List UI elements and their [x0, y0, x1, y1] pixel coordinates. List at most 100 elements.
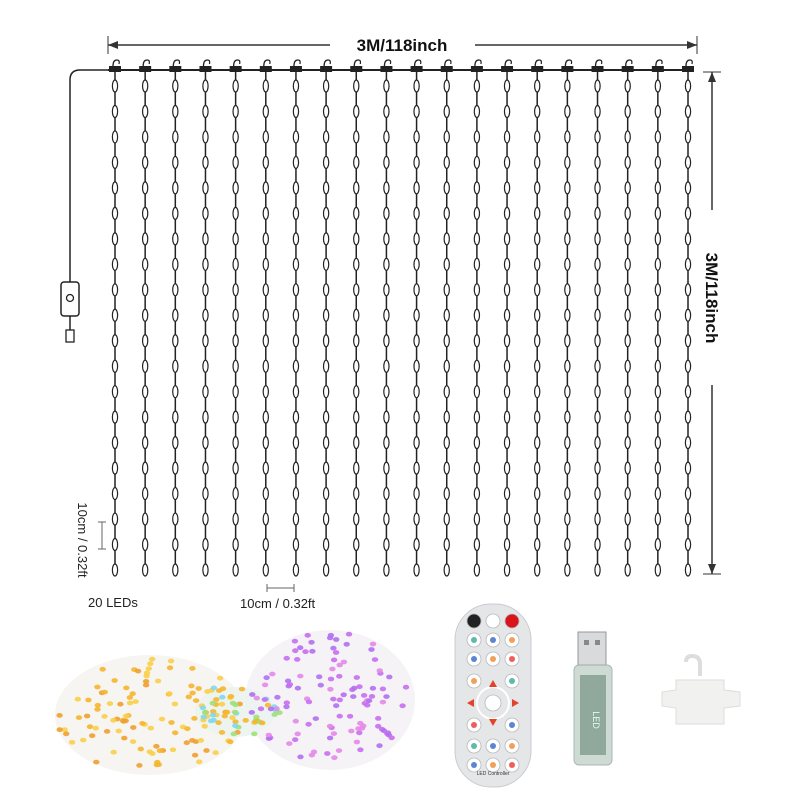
coil-led	[86, 724, 94, 730]
coil-led	[122, 718, 129, 724]
coil-led	[188, 683, 195, 689]
led-bulb	[624, 104, 631, 119]
coil-led	[316, 674, 323, 680]
coil-led	[227, 739, 234, 745]
led-bulb	[534, 563, 541, 577]
coil-led	[99, 666, 106, 672]
coil-led	[215, 720, 222, 726]
arrow-up-icon	[489, 680, 497, 687]
led-bulb	[232, 436, 239, 450]
coil-led	[388, 735, 395, 741]
led-bulb	[202, 155, 209, 170]
coil-led	[310, 749, 318, 755]
coil-led	[274, 694, 281, 700]
mode-icon[interactable]	[485, 613, 501, 629]
led-bulb	[262, 232, 269, 246]
coil-led	[94, 707, 101, 712]
coil-led	[167, 658, 175, 664]
coil-led	[229, 715, 236, 721]
led-bulb	[624, 206, 631, 220]
led-bulb	[443, 512, 450, 526]
coil-led	[335, 748, 343, 753]
led-bulb	[141, 130, 149, 144]
led-bulb	[684, 385, 692, 399]
inline-controller-box	[60, 281, 80, 317]
ok-button[interactable]	[484, 694, 502, 712]
led-bulb	[262, 257, 269, 271]
led-bulb	[473, 181, 481, 195]
led-bulb	[383, 563, 390, 577]
led-bulb	[473, 79, 481, 93]
led-bulb	[443, 461, 450, 475]
led-bulb	[322, 461, 330, 475]
coil-led	[110, 749, 117, 755]
led-bulb	[292, 257, 300, 271]
led-bulb	[353, 512, 360, 526]
coil-led	[92, 725, 100, 731]
led-bulb	[292, 563, 300, 577]
led-bulb	[202, 79, 209, 93]
coil-led	[101, 689, 108, 695]
led-bulb	[383, 385, 390, 399]
led-bulb	[111, 79, 119, 93]
led-bulb	[172, 104, 179, 119]
led-bulb	[172, 334, 179, 348]
led-bulb	[322, 257, 330, 271]
led-bulb	[594, 79, 601, 93]
led-bulb	[383, 104, 390, 119]
led-bulb	[534, 79, 541, 93]
coil-led	[297, 673, 304, 679]
led-bulb	[534, 283, 541, 297]
coil-led	[93, 759, 100, 765]
led-bulb	[413, 359, 420, 373]
coil-led	[195, 686, 202, 691]
led-bulb	[292, 232, 300, 246]
led-bulb	[594, 385, 601, 399]
led-bulb	[383, 206, 390, 220]
led-bulb	[624, 283, 631, 297]
coil-led	[166, 665, 174, 671]
coil-led	[355, 726, 362, 731]
coil-led	[379, 699, 387, 705]
led-bulb	[141, 104, 149, 119]
led-bulb	[292, 410, 300, 424]
led-bulb	[503, 308, 511, 322]
led-bulb	[413, 512, 420, 526]
coil-led	[183, 740, 190, 746]
coil-led	[201, 710, 209, 715]
led-bulb	[232, 308, 239, 322]
coil-led	[365, 698, 373, 704]
hook-icon	[531, 66, 544, 72]
led-bulb	[141, 283, 149, 297]
coil-led	[149, 656, 156, 662]
light-strand	[591, 59, 604, 577]
led-bulb	[172, 257, 179, 271]
light-strand	[410, 59, 423, 577]
led-bulb	[503, 334, 511, 348]
coil-led	[273, 706, 280, 712]
led-bulb	[322, 130, 330, 144]
led-bulb	[111, 512, 119, 526]
coil-led	[326, 735, 334, 741]
microphone-icon[interactable]	[504, 613, 520, 629]
coil-led	[340, 692, 347, 698]
coil-led	[333, 703, 340, 709]
led-bulb	[141, 155, 149, 170]
led-bulb	[141, 359, 149, 373]
coil-led	[265, 732, 272, 738]
led-bulb	[684, 537, 692, 552]
led-bulb	[292, 155, 300, 170]
led-bulb	[232, 486, 239, 501]
led-bulb	[534, 537, 541, 552]
coil-led	[386, 674, 393, 680]
led-bulb	[654, 155, 662, 170]
led-bulb	[564, 486, 571, 501]
coil-led	[399, 703, 406, 709]
coil-led	[223, 709, 231, 715]
power-icon[interactable]	[466, 613, 482, 629]
coil-led	[294, 685, 302, 691]
led-bulb	[534, 512, 541, 526]
led-bulb	[383, 308, 390, 322]
led-bulb	[534, 436, 541, 450]
